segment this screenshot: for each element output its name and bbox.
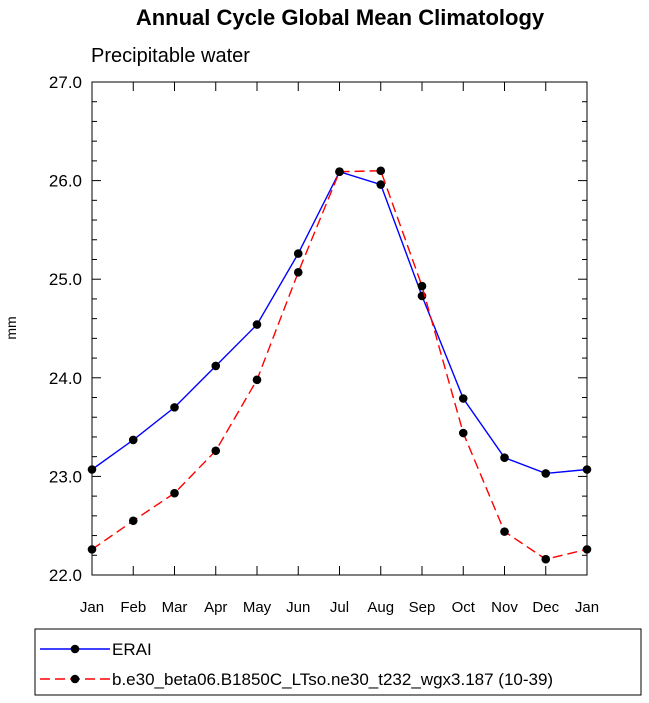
legend-item-2: b.e30_beta06.B1850C_LTso.ne30_t232_wgx3.… — [40, 670, 553, 689]
y-tick-label: 23.0 — [49, 467, 82, 486]
data-point — [500, 453, 509, 462]
chart-title: Annual Cycle Global Mean Climatology — [136, 5, 545, 30]
series-1 — [87, 167, 592, 478]
data-point — [87, 545, 97, 554]
plot-frame — [91, 81, 588, 576]
legend: ERAI b.e30_beta06.B1850C_LTso.ne30_t232_w… — [34, 628, 642, 696]
data-point — [170, 488, 179, 498]
x-tick-label: Aug — [367, 599, 394, 616]
data-point — [582, 465, 592, 474]
chart-subtitle: Precipitable water — [91, 45, 250, 67]
legend-swatch-marker — [70, 644, 80, 654]
legend-item-1: ERAI — [40, 640, 152, 659]
x-tick-label: Jul — [330, 599, 349, 616]
data-point — [541, 469, 551, 478]
y-tick-label: 22.0 — [49, 566, 82, 585]
y-axis-label: mm — [3, 316, 19, 339]
x-tick-label: Nov — [491, 599, 518, 616]
data-point — [500, 527, 509, 536]
data-point — [293, 267, 303, 277]
x-tick-label: Feb — [120, 599, 146, 616]
data-point — [293, 249, 303, 258]
x-tick-label: Sep — [409, 599, 436, 616]
y-tick-label: 27.0 — [49, 73, 82, 92]
x-tick-label: Jan — [575, 599, 599, 616]
y-tick-label: 24.0 — [49, 369, 82, 388]
data-point — [252, 375, 262, 385]
data-point — [211, 446, 221, 456]
legend-swatch-marker — [70, 674, 80, 684]
x-tick-label: Apr — [204, 599, 227, 616]
data-point — [376, 166, 386, 176]
legend-box — [34, 628, 642, 696]
data-point — [87, 465, 97, 474]
axes: 22.0 23.0 24.0 25.0 26.0 27.0 Jan Feb Mar Apr May J… — [49, 73, 599, 616]
series-line — [91, 170, 588, 475]
series-2 — [87, 166, 592, 564]
x-tick-label: May — [243, 599, 272, 616]
data-point — [582, 545, 592, 554]
data-point — [417, 281, 427, 291]
data-point — [128, 516, 138, 526]
y-tick-label: 26.0 — [49, 172, 82, 191]
data-point — [458, 394, 468, 403]
data-point — [335, 167, 344, 177]
y-tick-label: 25.0 — [49, 270, 82, 289]
legend-label: b.e30_beta06.B1850C_LTso.ne30_t232_wgx3.… — [112, 670, 553, 689]
x-tick-label: Jun — [286, 599, 310, 616]
legend-label: ERAI — [112, 640, 152, 659]
x-tick-label: Mar — [162, 599, 188, 616]
data-point — [128, 435, 138, 445]
x-tick-label: Jan — [80, 599, 104, 616]
data-point — [252, 320, 262, 329]
data-point — [170, 403, 179, 412]
x-tick-label: Oct — [452, 599, 476, 616]
x-tick-label: Dec — [532, 599, 559, 616]
data-point — [541, 554, 551, 564]
series-layer — [87, 166, 592, 564]
data-point — [458, 428, 468, 438]
series-line — [91, 170, 588, 560]
data-point — [376, 180, 386, 189]
data-point — [211, 361, 221, 371]
